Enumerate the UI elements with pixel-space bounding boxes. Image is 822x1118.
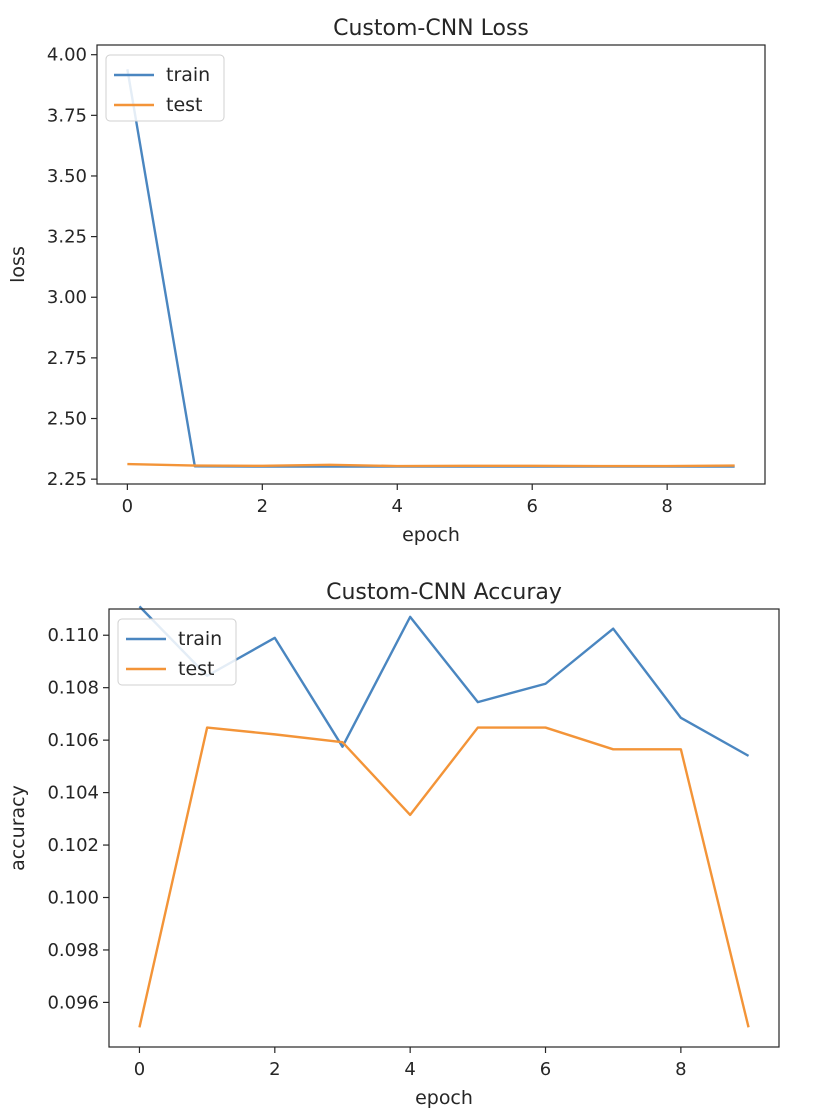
x-tick-label: 2 [269, 1059, 280, 1080]
series-line-test [127, 462, 735, 468]
x-tick-label: 0 [122, 496, 133, 517]
x-axis-label: epoch [402, 524, 460, 546]
plot-frame [108, 608, 780, 1048]
legend-label-test: test [166, 94, 203, 116]
x-tick-label: 0 [134, 1059, 145, 1080]
y-tick-label: 0.100 [47, 888, 99, 909]
y-tick-label: 0.104 [47, 783, 99, 804]
chart-panel-2: Custom-CNN Accuray 0 2 4 6 8 0.096 0.098 0.100 0.… [7, 580, 780, 1109]
y-tick-label: 0.096 [47, 992, 99, 1013]
y-tick-label: 0.098 [47, 940, 99, 961]
legend-label-train: train [178, 628, 222, 650]
y-tick-label: 2.75 [47, 348, 87, 369]
x-tick-label: 6 [526, 496, 537, 517]
chart-title: Custom-CNN Accuray [326, 580, 562, 605]
legend-label-test: test [178, 658, 215, 680]
x-tick-label: 8 [661, 496, 672, 517]
y-tick-label: 0.110 [47, 625, 99, 646]
y-tick-label: 2.50 [47, 409, 87, 430]
y-tick-label: 3.00 [47, 287, 87, 308]
legend-label-train: train [166, 64, 210, 86]
y-tick-label: 0.102 [47, 835, 99, 856]
x-tick-label: 4 [392, 496, 403, 517]
series-line-test [138, 726, 750, 1028]
chart-panel-1: Custom-CNN Loss 0 2 4 6 8 2.25 2.50 2.75 3.00 3.25… [7, 16, 766, 546]
y-axis-label: accuracy [7, 785, 29, 871]
x-tick-label: 4 [404, 1059, 415, 1080]
series-line-train [126, 69, 735, 468]
y-tick-label: 4.00 [47, 45, 87, 66]
x-axis-label: epoch [415, 1087, 473, 1109]
legend: train test [105, 54, 225, 122]
legend: train test [117, 618, 237, 686]
y-tick-label: 0.108 [47, 678, 99, 699]
y-axis-label: loss [7, 246, 29, 283]
x-tick-label: 2 [257, 496, 268, 517]
series-lines [138, 605, 750, 1028]
chart-title: Custom-CNN Loss [333, 16, 529, 41]
x-tick-label: 8 [675, 1059, 686, 1080]
y-tick-label: 3.50 [47, 166, 87, 187]
plot-frame [96, 44, 766, 485]
y-tick-label: 3.75 [47, 105, 87, 126]
y-tick-label: 3.25 [47, 227, 87, 248]
y-tick-label: 0.106 [47, 730, 99, 751]
x-tick-label: 6 [540, 1059, 551, 1080]
series-lines [126, 69, 735, 468]
series-line-train [138, 605, 750, 757]
y-tick-label: 2.25 [47, 469, 87, 490]
